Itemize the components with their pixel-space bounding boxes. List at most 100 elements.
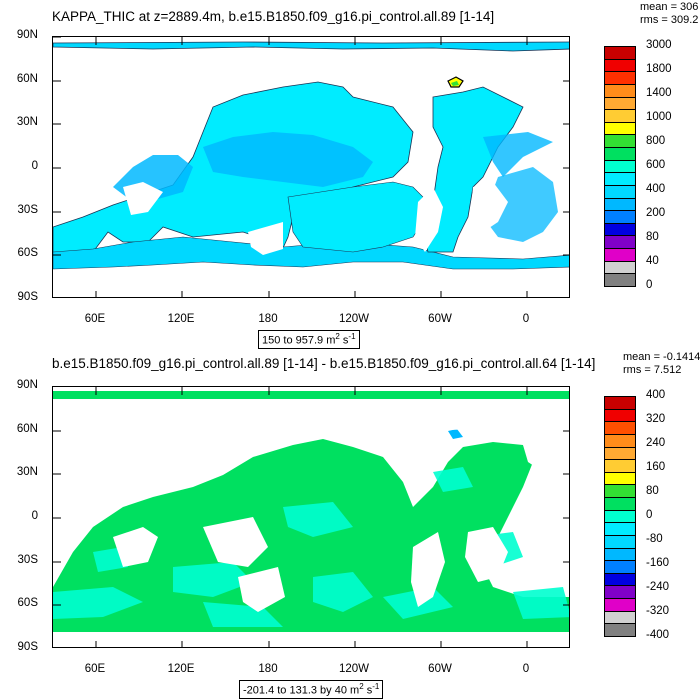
colorbar-cell [604,421,636,435]
land [113,527,158,567]
colorbar-cell [604,459,636,473]
range-label: -201.4 to 131.3 by 40 m2 s-1 [239,680,384,699]
colorbar-cell [604,547,636,562]
colorbar-cell [604,610,636,625]
lon-tick: 60E [84,663,106,675]
land [248,222,283,255]
land [471,182,508,232]
lat-tick: 0 [31,160,38,172]
lon-tick: 0 [522,663,530,675]
ocean-field [53,41,569,52]
colorbar-cell [604,83,636,98]
land [523,77,553,97]
colorbar-cell [604,585,636,600]
panel-bottom: b.e15.B1850.f09_g16.pi_control.all.89 [1… [0,350,700,700]
colorbar [604,46,636,287]
colorbar-cell [604,147,636,161]
colorbar-cell [604,134,636,149]
colorbar-cell [604,109,636,123]
colorbar-cell [604,522,636,536]
colorbar-label: -80 [646,533,663,545]
lat-tick: 60N [16,423,38,435]
ocean-field [483,167,558,242]
colorbar-cell [604,497,636,511]
mean-value: mean = 306 [640,1,699,13]
colorbar-cell [604,222,636,237]
map-svg [53,391,569,632]
colorbar-cell [604,396,636,410]
land [123,182,163,215]
lon-tick: 120E [167,663,195,675]
land [465,527,508,582]
land [53,427,113,527]
colorbar-cell [604,273,636,287]
lat-tick: 60S [17,247,38,259]
colorbar-cell [604,433,636,448]
colorbar-label: 160 [646,461,666,473]
colorbar-label: -320 [646,605,670,617]
lon-tick: 180 [258,313,278,325]
colorbar-label: 1800 [646,63,672,75]
ocean-field [203,132,373,187]
colorbar-cell [604,509,636,524]
colorbar-cell [604,260,636,275]
colorbar-cell [604,248,636,262]
lat-tick: 30S [17,554,38,566]
colorbar-cell [604,408,636,423]
land [523,437,569,472]
colorbar-cell [604,71,636,85]
lon-tick: 120E [167,313,195,325]
colorbar-label: 240 [646,437,666,449]
colorbar-cell [604,484,636,499]
colorbar-label: 600 [646,159,666,171]
colorbar-cell [604,235,636,250]
lat-tick: 90N [16,379,38,391]
colorbar-cell [604,471,636,486]
lat-tick: 60S [17,597,38,609]
ocean-field [53,391,569,399]
colorbar-label: 200 [646,207,666,219]
land [411,532,445,607]
map-plot [52,36,570,298]
lat-tick: 90S [17,641,38,653]
ocean-field [53,236,569,270]
colorbar-cell [604,446,636,461]
colorbar-cell [604,623,636,637]
colorbar-label: 0 [646,509,653,521]
stats: mean = -0.1414 rms = 7.512 [623,351,700,377]
lat-tick: 0 [31,510,38,522]
colorbar-label: 80 [646,231,659,243]
colorbar-cell [604,210,636,224]
lon-tick: 0 [522,313,530,325]
mean-value: mean = -0.1414 [623,351,700,363]
lat-tick: 30S [17,204,38,216]
ocean-field [483,132,553,177]
map-svg [53,41,569,270]
colorbar-label: 40 [646,255,659,267]
lat-tick: 90N [16,29,38,41]
colorbar-cell [604,46,636,60]
colorbar-cell [604,184,636,199]
colorbar-label: 400 [646,183,666,195]
colorbar-cell [604,572,636,587]
colorbar-label: 320 [646,413,666,425]
lon-tick: 120W [338,663,370,675]
colorbar-label: 800 [646,135,666,147]
lat-tick: 60N [16,73,38,85]
lat-tick: 30N [16,466,38,478]
land [53,399,569,435]
colorbar-label: 1400 [646,87,672,99]
rms-value: rms = 7.512 [623,364,682,376]
colorbar-cell [604,58,636,73]
ocean-field [448,429,463,439]
ocean-field [422,86,524,253]
land [203,517,268,567]
land [543,119,569,147]
lat-tick: 30N [16,116,38,128]
land [415,187,443,252]
colorbar-cell [604,598,636,612]
colorbar-label: -160 [646,557,670,569]
colorbar-cell [604,121,636,136]
high-value-spot [451,81,459,86]
rms-value: rms = 309.2 [640,14,699,26]
